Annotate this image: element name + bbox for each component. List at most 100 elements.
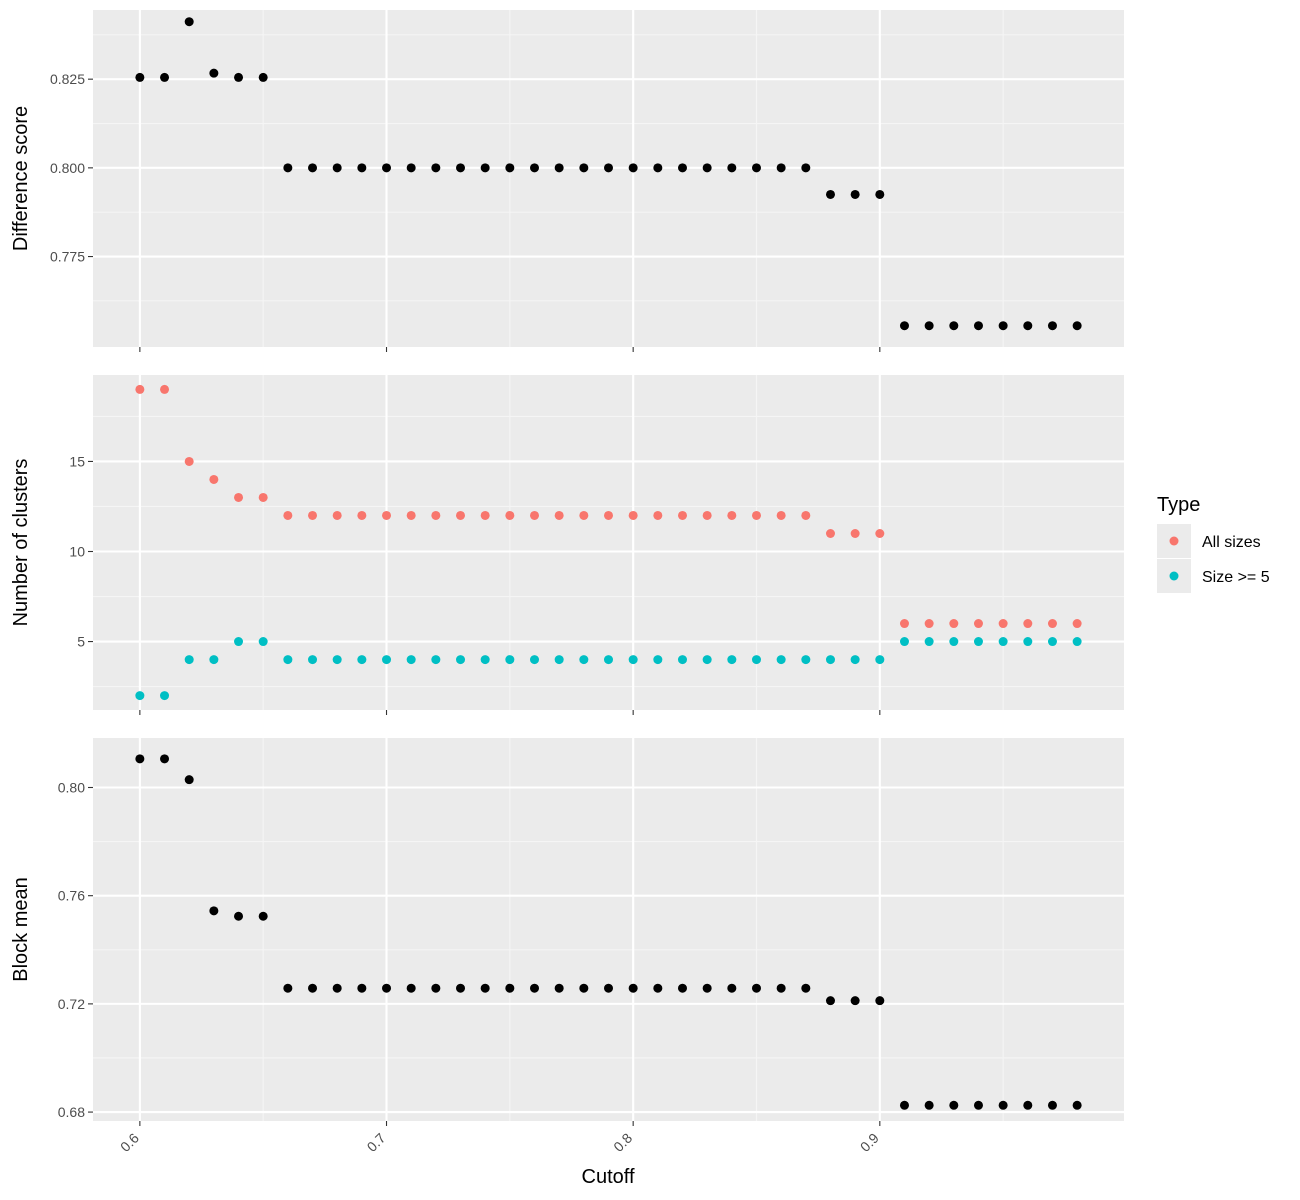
data-point [1047,1100,1057,1110]
data-point [431,510,441,520]
data-point [1072,321,1082,331]
data-point [628,983,638,993]
data-point [332,655,342,665]
data-point [234,911,244,921]
data-point [480,510,490,520]
data-point [554,655,564,665]
data-point [702,655,712,665]
data-point [209,655,219,665]
data-point [801,983,811,993]
data-point [677,510,687,520]
data-point [875,528,885,538]
data-point [604,983,613,993]
y-tick-label: 5 [77,634,85,650]
data-point [973,321,983,331]
data-point [554,983,564,993]
data-point [801,510,811,520]
data-point [924,619,934,629]
data-point [480,163,490,173]
data-point [332,983,342,993]
data-point [702,510,712,520]
data-point [258,72,268,82]
data-point [973,619,983,629]
data-point [727,510,737,520]
data-point [850,528,860,538]
data-point [653,510,663,520]
data-point [406,983,416,993]
legend-key-marker [1169,536,1179,546]
data-point [406,163,416,173]
data-point [973,1100,983,1110]
data-point [875,655,885,665]
data-point [160,72,170,82]
y-axis-title: Block mean [10,877,32,982]
data-point [998,637,1008,647]
data-point [776,163,786,173]
data-point [135,691,145,701]
panel-background [93,10,1124,347]
data-point [554,163,564,173]
data-point [751,983,761,993]
data-point [184,775,194,785]
data-point [973,637,983,647]
y-tick-label: 0.68 [58,1104,85,1120]
data-point [283,510,293,520]
data-point [776,983,786,993]
data-point [160,384,170,394]
data-point [604,510,613,520]
data-point [899,619,909,629]
data-point [382,983,392,993]
data-point [505,983,515,993]
data-point [357,510,367,520]
data-point [1047,637,1057,647]
data-point [653,655,663,665]
data-point [184,456,194,466]
y-tick-label: 0.825 [50,71,85,87]
data-point [875,996,885,1006]
data-point [283,983,293,993]
panel-top: 0.775 0.800 0.825 Difference score [10,10,1124,352]
data-point [530,510,540,520]
data-point [628,163,638,173]
data-point [899,1100,909,1110]
y-tick-label: 15 [69,453,85,469]
data-point [308,163,318,173]
data-point [628,655,638,665]
data-point [1072,1100,1082,1110]
data-point [677,163,687,173]
data-point [604,655,613,665]
data-point [825,996,835,1006]
data-point [727,163,737,173]
data-point [406,655,416,665]
series-0 [135,17,1082,331]
y-tick-label: 0.775 [50,249,85,265]
data-point [1047,619,1057,629]
data-point [1072,637,1082,647]
data-point [653,983,663,993]
series-0 [135,754,1082,1110]
data-point [1023,619,1033,629]
series-1 [135,637,1082,701]
data-point [357,163,367,173]
data-point [160,691,170,701]
data-point [825,655,835,665]
data-point [234,492,244,502]
data-point [209,474,219,484]
data-point [357,983,367,993]
data-point [579,163,589,173]
data-point [825,189,835,199]
data-point [604,163,613,173]
data-point [135,72,145,82]
data-point [653,163,663,173]
data-point [924,321,934,331]
data-point [505,655,515,665]
data-point [283,655,293,665]
data-point [751,163,761,173]
series-0 [135,384,1082,629]
data-point [1023,321,1033,331]
data-point [1023,637,1033,647]
data-point [258,637,268,647]
data-point [234,72,244,82]
data-point [579,983,589,993]
